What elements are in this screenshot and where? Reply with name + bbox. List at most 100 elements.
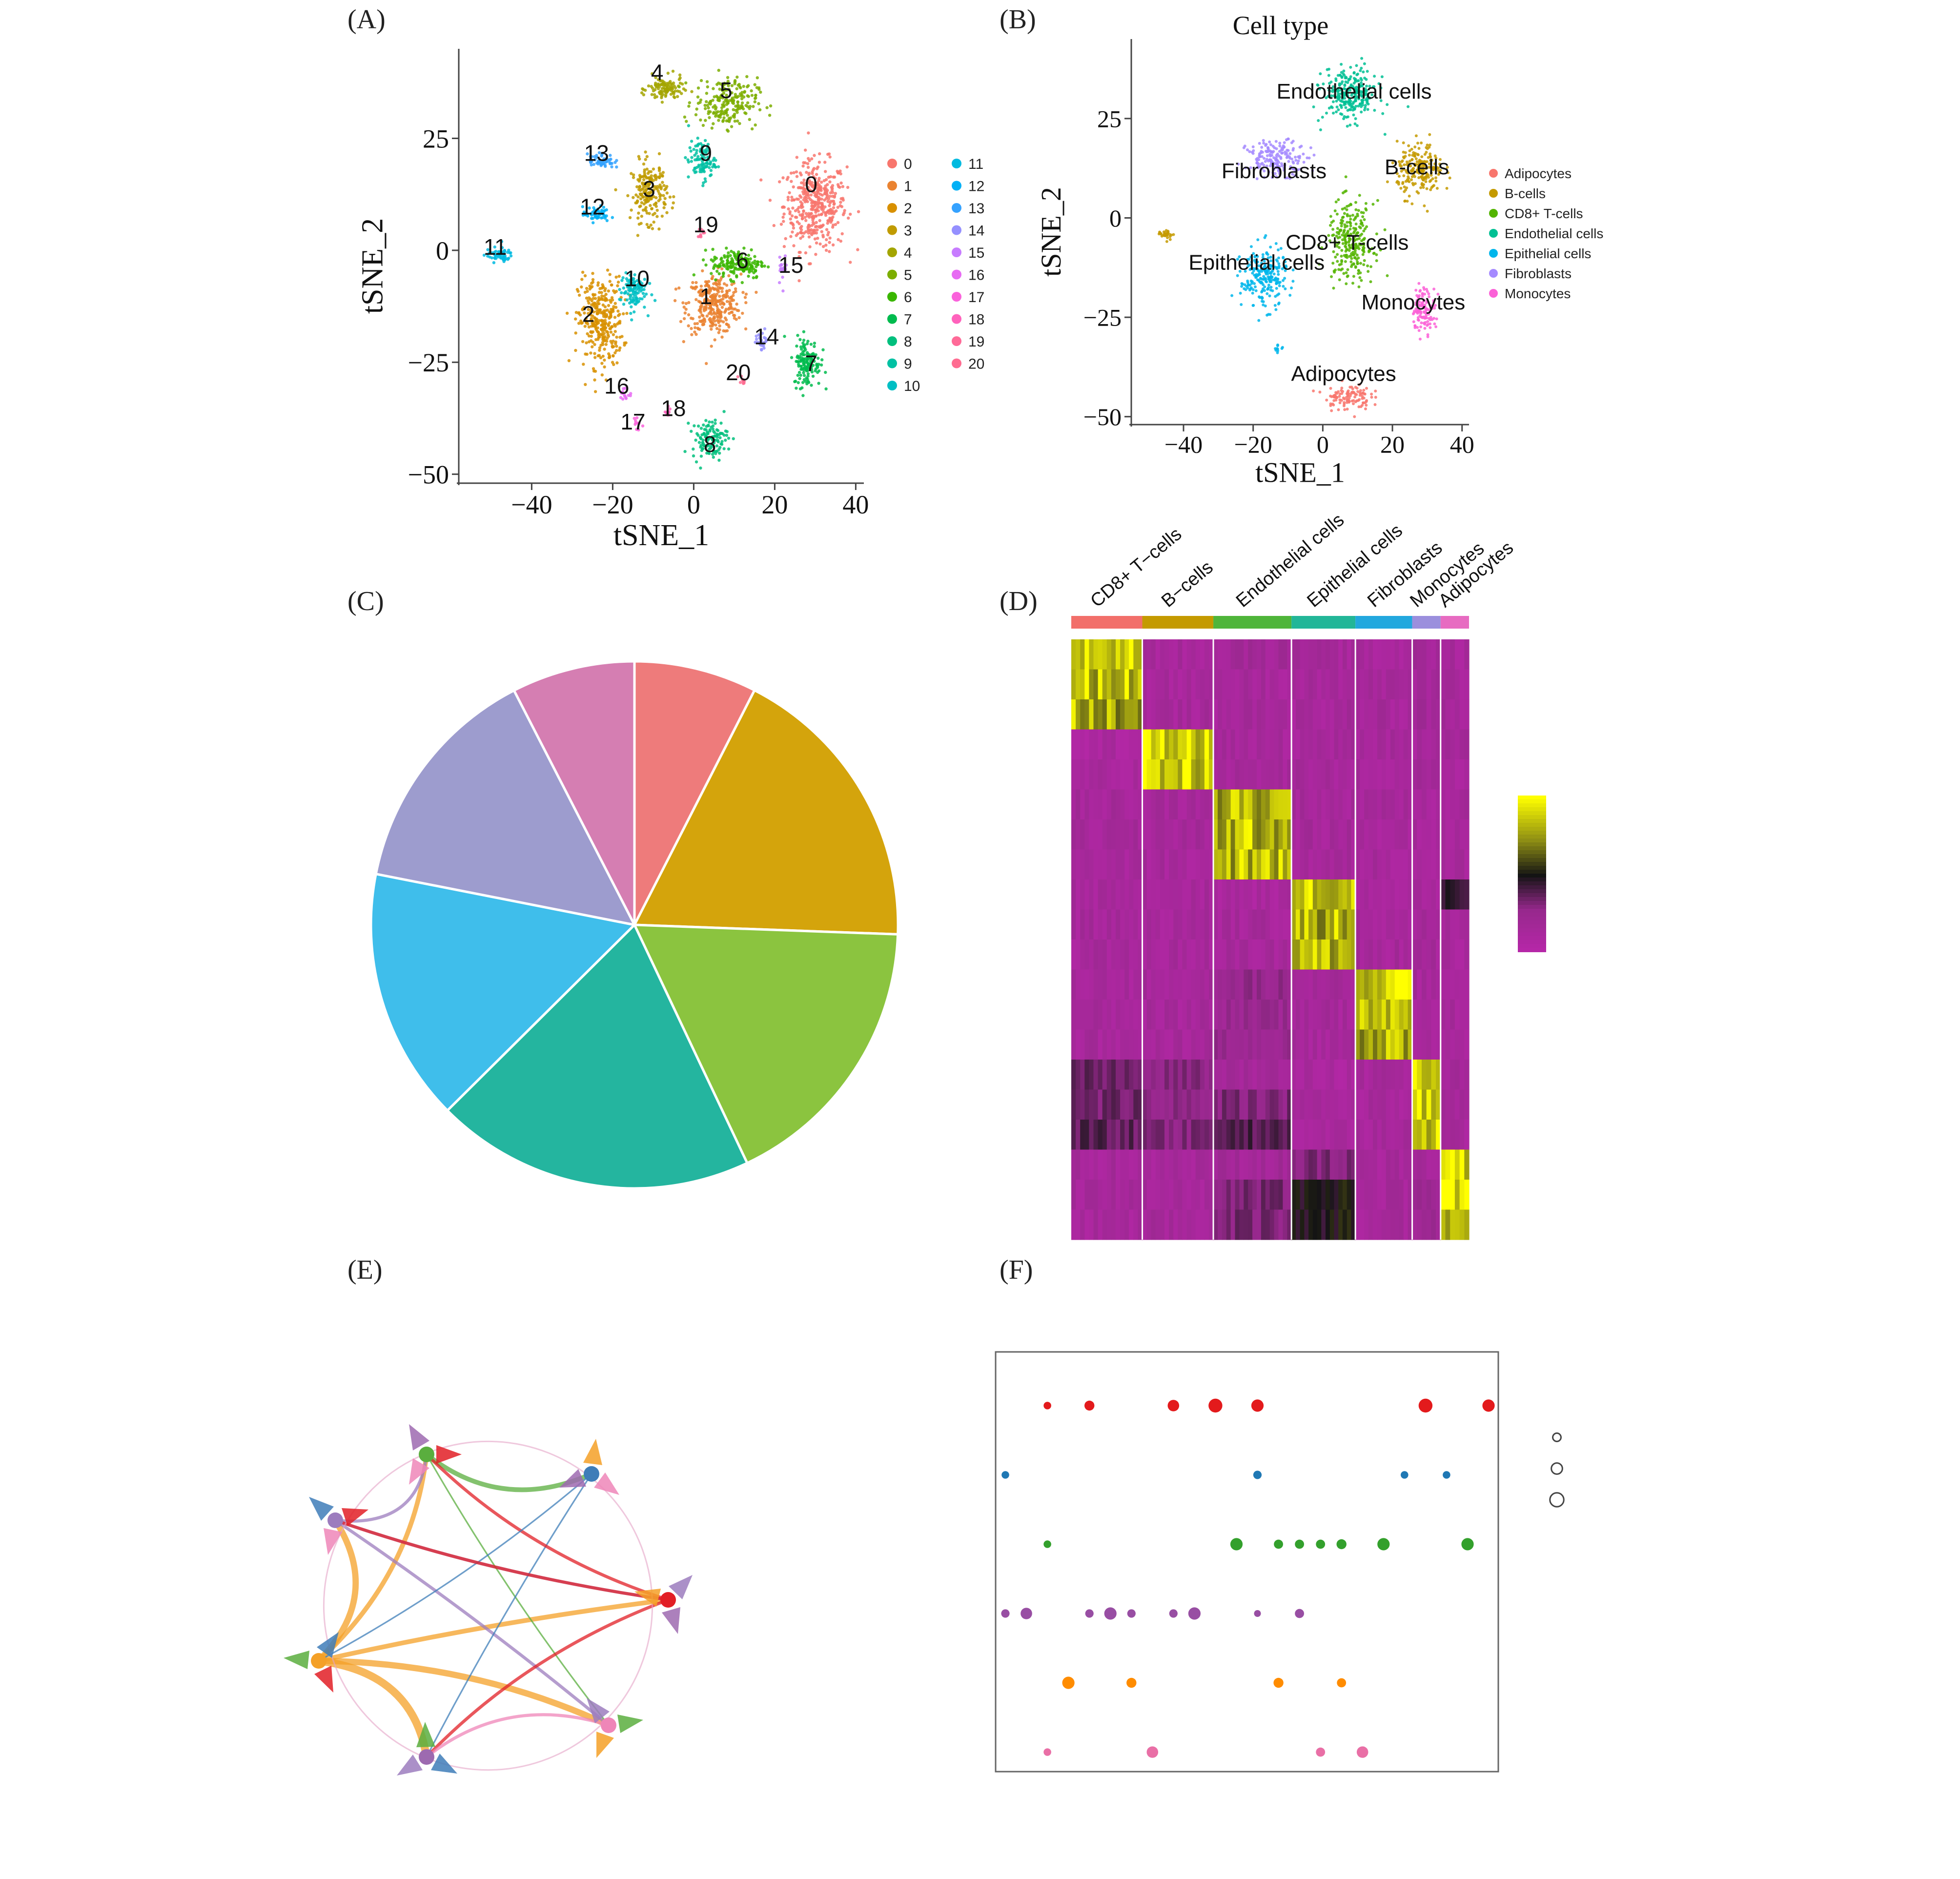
point-endothelial-cells <box>1363 77 1367 80</box>
heatmap-cell <box>1076 969 1081 1000</box>
heatmap-cell <box>1155 1209 1161 1240</box>
heatmap-cell <box>1155 639 1161 670</box>
point-fibroblasts <box>1302 152 1305 156</box>
point-1 <box>683 311 687 315</box>
point-0 <box>781 205 784 209</box>
heatmap-cell <box>1261 729 1266 760</box>
heatmap-cell <box>1133 1149 1138 1180</box>
point-0 <box>828 204 831 207</box>
point-b-cells <box>1403 200 1407 203</box>
point-8 <box>687 421 690 425</box>
point-10 <box>632 292 635 295</box>
point-7 <box>802 371 805 374</box>
heatmap-cell <box>1269 729 1275 760</box>
point-5 <box>746 105 750 108</box>
point-b-cells <box>1404 180 1408 183</box>
heatmap-cell <box>1106 1180 1112 1210</box>
point-endothelial-cells <box>1337 108 1340 111</box>
point-3 <box>660 214 664 218</box>
heatmap-cell <box>1093 789 1099 820</box>
heatmap-cell <box>1160 1120 1165 1150</box>
point-15 <box>778 264 782 267</box>
point-b-cells <box>1408 153 1411 157</box>
point-0 <box>790 214 794 218</box>
point-7 <box>816 364 819 368</box>
heatmap-cell <box>1195 969 1201 1000</box>
point-cd8-t-cells <box>1358 237 1361 240</box>
heatmap-cell <box>1204 940 1209 970</box>
x-axis-label: tSNE_1 <box>613 519 709 552</box>
heatmap-cell <box>1071 879 1076 910</box>
heatmap-cell <box>1178 759 1183 790</box>
heatmap-cell <box>1204 849 1209 880</box>
point-17 <box>633 417 636 420</box>
point-1 <box>725 284 729 287</box>
heatmap-cell <box>1129 1209 1134 1240</box>
heatmap-cell <box>1182 639 1187 670</box>
heatmap-cell <box>1084 1089 1089 1120</box>
heatmap-cell <box>1146 969 1152 1000</box>
point-0 <box>801 190 805 194</box>
point-5 <box>753 83 756 86</box>
heatmap-cell <box>1261 699 1266 730</box>
point-cd8-t-cells <box>1357 269 1360 272</box>
point-0 <box>830 188 834 192</box>
point-0 <box>802 231 806 235</box>
heatmap-cell <box>1151 729 1156 760</box>
point-endothelial-cells <box>1380 75 1384 79</box>
point-5 <box>703 103 707 107</box>
point-8 <box>699 466 702 470</box>
point-4 <box>667 84 671 88</box>
legend-label: 15 <box>968 245 984 261</box>
point-12 <box>596 216 599 220</box>
legend-label: Epithelial cells <box>1505 246 1591 261</box>
point-monocytes <box>1423 327 1427 330</box>
point-6 <box>701 258 705 262</box>
point-epithelial-cells <box>1273 304 1277 307</box>
heatmap-cell <box>1111 1120 1116 1150</box>
point-7 <box>806 363 810 367</box>
heatmap-cell <box>1098 879 1103 910</box>
point-0 <box>815 186 819 190</box>
point-1 <box>730 310 734 314</box>
heatmap-cell <box>1252 669 1257 700</box>
point-12 <box>590 213 593 217</box>
point-0 <box>790 180 793 183</box>
heatmap-cell <box>1222 1029 1227 1060</box>
point-8 <box>709 445 712 448</box>
point-0 <box>795 170 798 174</box>
point-2 <box>596 354 600 358</box>
heatmap-cell <box>1093 759 1099 790</box>
cluster-label: 6 <box>736 248 749 273</box>
point-cd8-t-cells <box>1354 223 1358 225</box>
point-4 <box>671 69 675 73</box>
point-b-cells <box>1434 176 1437 180</box>
point-5 <box>716 96 719 99</box>
point-7 <box>801 353 805 356</box>
point-cd8-t-cells <box>1352 263 1355 266</box>
point-5 <box>684 81 688 84</box>
point-4 <box>681 82 684 86</box>
heatmap-cell <box>1269 759 1275 790</box>
legend-label: 12 <box>968 178 984 194</box>
point-epithelial-cells <box>1246 284 1250 287</box>
point-10 <box>629 311 633 315</box>
legend-swatch <box>887 314 897 324</box>
point-6 <box>711 247 715 251</box>
point-endothelial-cells <box>1332 94 1335 98</box>
heatmap-cell <box>1269 639 1275 670</box>
heatmap-cell <box>1195 940 1201 970</box>
heatmap-cell <box>1098 1060 1103 1090</box>
heatmap-cell <box>1124 1120 1129 1150</box>
heatmap-cell <box>1173 819 1178 850</box>
heatmap-cell <box>1124 909 1129 940</box>
heatmap-cell <box>1106 1029 1112 1060</box>
point-2 <box>609 340 612 343</box>
point-monocytes <box>1434 325 1438 328</box>
point-2 <box>612 307 615 311</box>
point-13 <box>600 154 603 158</box>
point-cd8-t-cells <box>1356 214 1359 218</box>
point-3 <box>639 192 643 196</box>
heatmap-cell <box>1278 849 1283 880</box>
heatmap-cell <box>1080 1120 1085 1150</box>
